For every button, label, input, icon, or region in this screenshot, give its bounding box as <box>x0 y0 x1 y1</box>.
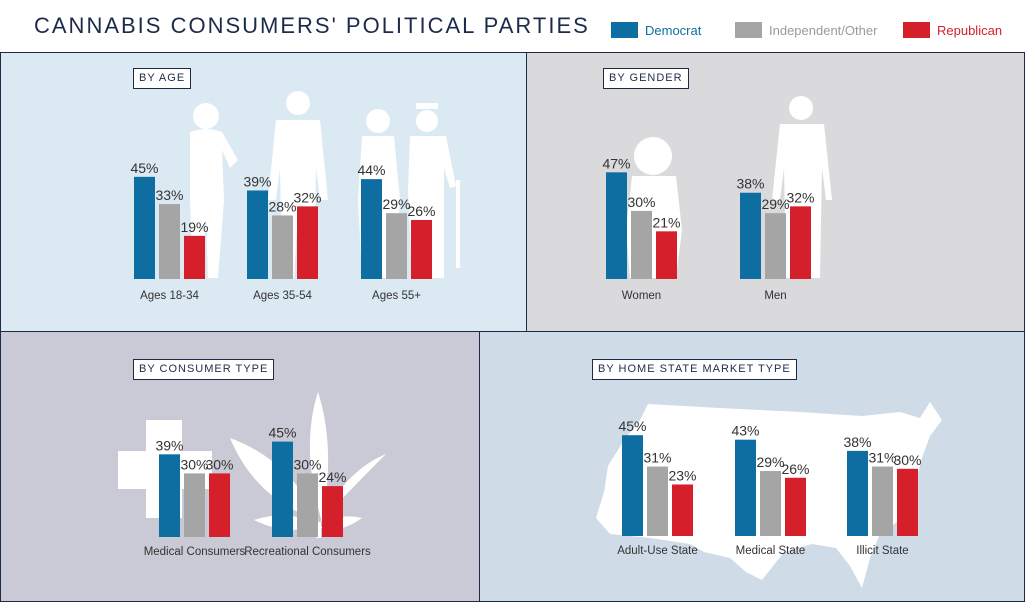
data-label: 38% <box>843 434 871 450</box>
data-label: 32% <box>786 189 814 205</box>
data-label: 30% <box>180 456 208 472</box>
bar-republican-adult-use-state <box>672 484 693 536</box>
data-label: 38% <box>736 176 764 192</box>
legend-item-independent: Independent/Other <box>735 22 877 38</box>
panel-label-by-consumer-type: BY CONSUMER TYPE <box>133 359 275 380</box>
silhouettes <box>118 91 942 588</box>
data-label: 33% <box>155 187 183 203</box>
bar-republican-ages-18-34 <box>184 235 205 279</box>
bar-republican-illicit-state <box>897 468 918 536</box>
category-label: Adult-Use State <box>617 545 698 557</box>
data-label: 21% <box>652 214 680 230</box>
category-label: Ages 35-54 <box>253 290 312 302</box>
bar-republican-medical-state <box>785 477 806 536</box>
bar-republican-ages-35-54 <box>297 206 318 279</box>
bar-independent-other-adult-use-state <box>647 466 668 536</box>
category-label: Recreational Consumers <box>244 546 371 558</box>
header: CANNABIS CONSUMERS' POLITICAL PARTIES De… <box>0 0 1025 52</box>
legend-item-republican: Republican <box>903 22 1002 38</box>
bar-independent-other-men <box>765 213 786 279</box>
bar-independent-other-recreational-consumers <box>297 473 318 537</box>
bar-republican-medical-consumers <box>209 473 230 537</box>
bar-republican-recreational-consumers <box>322 486 343 537</box>
bar-republican-men <box>790 206 811 279</box>
legend-swatch-democrat <box>611 22 638 38</box>
data-label: 26% <box>781 461 809 477</box>
bar-democrat-women <box>606 172 627 279</box>
data-label: 29% <box>382 196 410 212</box>
bar-democrat-recreational-consumers <box>272 441 293 537</box>
category-label: Medical State <box>736 545 806 557</box>
data-label: 45% <box>130 160 158 176</box>
data-label: 44% <box>357 162 385 178</box>
category-label: Men <box>764 290 786 302</box>
data-label: 30% <box>627 194 655 210</box>
data-label: 32% <box>293 189 321 205</box>
data-label: 29% <box>756 454 784 470</box>
category-label: Illicit State <box>856 545 908 557</box>
bar-democrat-ages-35-54 <box>247 190 268 279</box>
bar-republican-women <box>656 231 677 279</box>
bar-democrat-medical-consumers <box>159 454 180 537</box>
panel-label-by-age: BY AGE <box>133 68 192 89</box>
category-label: Women <box>622 290 661 302</box>
chart-0: 45% 33% 19% Ages 18-34 39% 28%32% Ages 35-54 44… <box>130 160 435 302</box>
data-label: 19% <box>180 219 208 235</box>
bar-democrat-ages-55- <box>361 179 382 279</box>
chart-3: 45%31%23%Adult-Use State43%29%26%Medical… <box>617 418 921 557</box>
data-label: 30% <box>893 452 921 468</box>
bar-independent-other-illicit-state <box>872 466 893 536</box>
data-label: 45% <box>268 425 296 441</box>
bar-independent-other-medical-consumers <box>184 473 205 537</box>
bar-independent-other-women <box>631 210 652 279</box>
data-label: 28% <box>268 198 296 214</box>
category-label: Ages 18-34 <box>140 290 199 302</box>
data-label: 30% <box>205 456 233 472</box>
data-label: 30% <box>293 456 321 472</box>
page-title: CANNABIS CONSUMERS' POLITICAL PARTIES <box>34 13 590 38</box>
bar-independent-other-ages-35-54 <box>272 215 293 279</box>
bar-independent-other-ages-55- <box>386 213 407 279</box>
bar-independent-other-medical-state <box>760 471 781 536</box>
legend-swatch-independent <box>735 22 762 38</box>
data-label: 31% <box>643 450 671 466</box>
chart-2: 39%30%30%Medical Consumers45%30%24%Recre… <box>144 425 371 558</box>
data-label: 39% <box>243 173 271 189</box>
bar-democrat-adult-use-state <box>622 435 643 536</box>
bar-republican-ages-55- <box>411 219 432 279</box>
person-silhouette-icon <box>772 96 832 278</box>
bar-independent-other-ages-18-34 <box>159 204 180 279</box>
chart-1: 47% 30% 21% Women 38% 29%32% Men <box>602 155 814 302</box>
data-label: 31% <box>868 450 896 466</box>
data-label: 29% <box>761 196 789 212</box>
data-label: 47% <box>602 155 630 171</box>
panel-label-by-gender: BY GENDER <box>603 68 689 89</box>
legend-swatch-republican <box>903 22 930 38</box>
data-label: 45% <box>618 418 646 434</box>
data-label: 24% <box>318 469 346 485</box>
data-label: 39% <box>155 437 183 453</box>
legend-label-democrat: Democrat <box>645 22 702 38</box>
category-label: Medical Consumers <box>144 546 246 558</box>
bar-democrat-illicit-state <box>847 450 868 536</box>
data-label: 43% <box>731 423 759 439</box>
legend-item-democrat: Democrat <box>611 22 701 38</box>
legend-label-republican: Republican <box>937 22 1003 38</box>
category-label: Ages 55+ <box>372 290 421 302</box>
bar-democrat-men <box>740 192 761 279</box>
bar-democrat-medical-state <box>735 439 756 536</box>
data-label: 23% <box>668 467 696 483</box>
panel-label-by-market-type: BY HOME STATE MARKET TYPE <box>592 359 797 380</box>
data-label: 26% <box>407 203 435 219</box>
bar-democrat-ages-18-34 <box>134 176 155 279</box>
legend-label-independent: Independent/Other <box>769 22 878 38</box>
